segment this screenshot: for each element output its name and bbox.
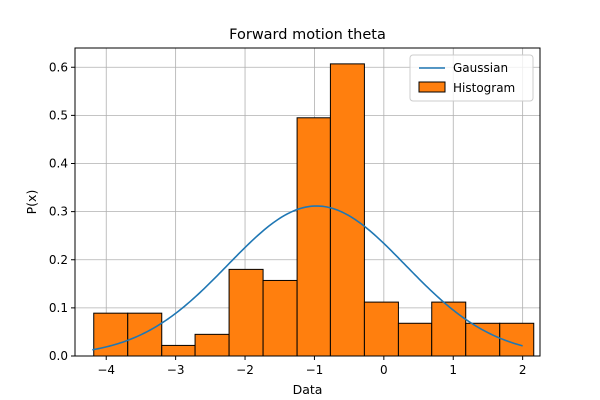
y-tick-label: 0.0 <box>49 349 68 363</box>
y-axis-ticks: 0.0 0.1 0.2 0.3 0.4 0.5 0.6 <box>49 60 75 363</box>
y-tick-label: 0.5 <box>49 108 68 122</box>
y-tick-label: 0.3 <box>49 205 68 219</box>
legend-histogram-label: Histogram <box>453 81 515 95</box>
gaussian-curve <box>92 205 523 351</box>
x-tick-label: −2 <box>236 363 254 377</box>
x-tick-label: −4 <box>97 363 115 377</box>
axes-frame <box>74 47 541 357</box>
histogram-bar <box>194 333 230 357</box>
histogram-bar <box>465 322 501 357</box>
x-tick-label: 0 <box>380 363 388 377</box>
y-tick-label: 0.4 <box>49 157 68 171</box>
histogram-bar <box>228 268 264 357</box>
chart-title: Forward motion theta <box>229 27 386 43</box>
histogram-bar <box>397 322 433 357</box>
histogram-bar <box>262 279 298 357</box>
histogram-bar <box>127 312 163 357</box>
legend-histogram-swatch <box>418 81 446 93</box>
x-tick-label: 2 <box>519 363 527 377</box>
x-tick-label: −1 <box>306 363 324 377</box>
histogram-bar <box>161 344 196 357</box>
x-tick-label: −3 <box>167 363 185 377</box>
y-tick-label: 0.2 <box>49 253 68 267</box>
x-axis-label: Data <box>293 382 323 397</box>
histogram-bar <box>93 312 129 357</box>
y-tick-label: 0.6 <box>49 60 68 74</box>
x-axis-ticks: −4 −3 −2 −1 0 1 2 <box>97 356 526 377</box>
y-tick-label: 0.1 <box>49 301 68 315</box>
histogram-bar <box>431 301 467 357</box>
legend-gaussian-label: Gaussian <box>453 61 508 75</box>
y-axis-label: P(x) <box>24 190 39 215</box>
histogram-bars <box>93 63 535 357</box>
x-tick-label: 1 <box>449 363 457 377</box>
legend: Gaussian Histogram <box>409 54 534 102</box>
histogram-bar <box>296 117 331 357</box>
histogram-bar <box>363 301 399 357</box>
